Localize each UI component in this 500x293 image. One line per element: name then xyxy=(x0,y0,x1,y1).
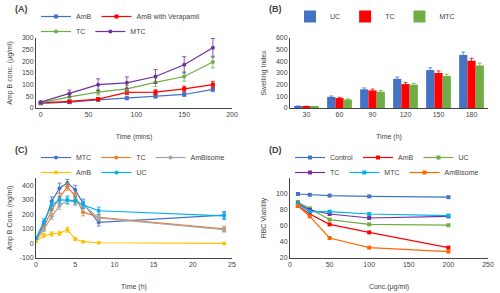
svg-text:UC: UC xyxy=(459,154,469,161)
svg-text:60: 60 xyxy=(280,222,288,229)
svg-text:200: 200 xyxy=(276,81,288,88)
svg-text:180: 180 xyxy=(466,111,478,118)
svg-text:600: 600 xyxy=(276,34,288,41)
svg-text:100: 100 xyxy=(363,261,375,268)
svg-text:20: 20 xyxy=(189,261,197,268)
svg-text:50: 50 xyxy=(85,111,93,118)
svg-text:TC: TC xyxy=(330,169,339,176)
svg-text:MTC: MTC xyxy=(439,13,454,20)
svg-text:AmBisome: AmBisome xyxy=(191,154,225,161)
svg-text:150: 150 xyxy=(433,111,445,118)
svg-text:50: 50 xyxy=(326,261,334,268)
svg-text:AmB: AmB xyxy=(76,169,92,176)
svg-text:400: 400 xyxy=(22,182,34,189)
svg-text:Time (h): Time (h) xyxy=(121,283,147,291)
svg-text:90: 90 xyxy=(369,111,377,118)
svg-text:150: 150 xyxy=(178,111,190,118)
svg-text:(C): (C) xyxy=(15,145,28,155)
svg-text:(D): (D) xyxy=(269,145,282,155)
svg-text:-100: -100 xyxy=(20,254,34,261)
svg-text:UC: UC xyxy=(137,169,147,176)
svg-text:300: 300 xyxy=(22,34,34,41)
svg-text:MTC: MTC xyxy=(130,28,145,35)
svg-text:MTC: MTC xyxy=(76,154,91,161)
svg-text:0: 0 xyxy=(34,261,38,268)
svg-text:25: 25 xyxy=(228,261,236,268)
svg-text:(B): (B) xyxy=(269,4,282,14)
svg-text:250: 250 xyxy=(482,261,494,268)
svg-text:MTC: MTC xyxy=(384,169,399,176)
svg-text:30: 30 xyxy=(303,111,311,118)
svg-text:Amp B Cons. (ng/ml): Amp B Cons. (ng/ml) xyxy=(6,186,14,251)
svg-text:150: 150 xyxy=(22,69,34,76)
svg-text:Conc.(μg/ml): Conc.(μg/ml) xyxy=(369,283,409,291)
svg-text:0: 0 xyxy=(30,104,34,111)
svg-text:Swelling Index: Swelling Index xyxy=(260,50,268,96)
svg-text:100: 100 xyxy=(276,190,288,197)
svg-text:100: 100 xyxy=(22,81,34,88)
svg-text:120: 120 xyxy=(400,111,412,118)
svg-text:AmB: AmB xyxy=(76,13,92,20)
svg-text:100: 100 xyxy=(276,93,288,100)
svg-text:400: 400 xyxy=(276,58,288,65)
svg-text:100: 100 xyxy=(131,111,143,118)
svg-text:TC: TC xyxy=(76,28,85,35)
svg-text:200: 200 xyxy=(22,211,34,218)
svg-text:Control: Control xyxy=(330,154,353,161)
svg-text:AmB: AmB xyxy=(398,154,414,161)
svg-text:15: 15 xyxy=(150,261,158,268)
svg-text:(A): (A) xyxy=(15,4,28,14)
svg-text:200: 200 xyxy=(226,111,238,118)
svg-text:TC: TC xyxy=(136,154,145,161)
svg-text:RBC Viability: RBC Viability xyxy=(260,197,268,238)
svg-text:0: 0 xyxy=(288,261,292,268)
svg-text:Time (h): Time (h) xyxy=(376,133,402,141)
svg-text:Amp B conc. (μg/ml): Amp B conc. (μg/ml) xyxy=(6,41,14,105)
svg-text:300: 300 xyxy=(22,196,34,203)
svg-text:Time (mins): Time (mins) xyxy=(116,133,153,141)
svg-text:0: 0 xyxy=(30,240,34,247)
svg-text:50: 50 xyxy=(26,93,34,100)
svg-text:80: 80 xyxy=(280,206,288,213)
svg-text:40: 40 xyxy=(280,238,288,245)
svg-text:0: 0 xyxy=(284,104,288,111)
svg-text:200: 200 xyxy=(443,261,455,268)
svg-text:20: 20 xyxy=(280,254,288,261)
svg-text:AmBisome: AmBisome xyxy=(445,169,479,176)
svg-text:200: 200 xyxy=(22,58,34,65)
svg-text:5: 5 xyxy=(73,261,77,268)
svg-text:100: 100 xyxy=(22,225,34,232)
svg-text:UC: UC xyxy=(330,13,340,20)
svg-text:60: 60 xyxy=(336,111,344,118)
svg-text:AmB with Verapamil: AmB with Verapamil xyxy=(137,13,200,21)
svg-text:TC: TC xyxy=(385,13,394,20)
svg-text:0: 0 xyxy=(39,111,43,118)
svg-text:10: 10 xyxy=(111,261,119,268)
svg-text:250: 250 xyxy=(22,46,34,53)
svg-text:500: 500 xyxy=(276,46,288,53)
svg-text:150: 150 xyxy=(403,261,415,268)
svg-text:300: 300 xyxy=(276,69,288,76)
